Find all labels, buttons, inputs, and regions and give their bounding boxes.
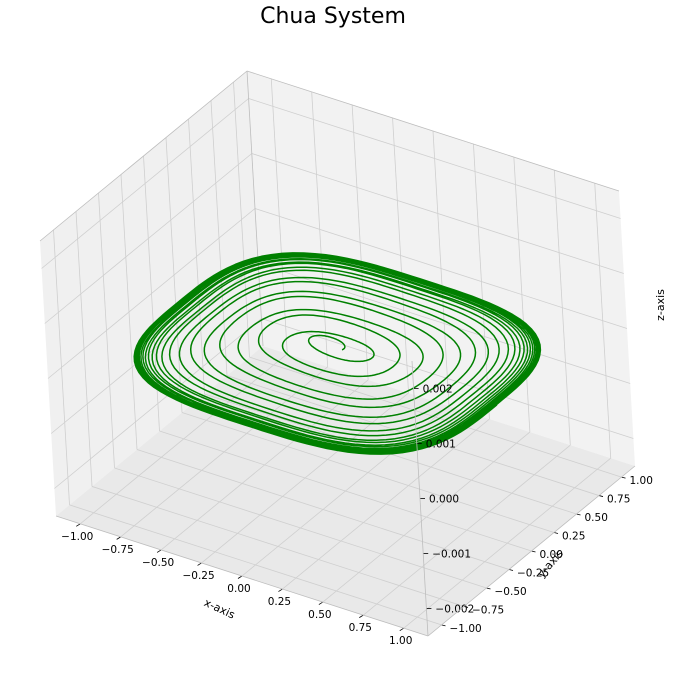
gridline-z-left [44,153,253,324]
x-tick-label: −1.00 [61,531,93,543]
y-tick-label: 1.00 [630,475,653,487]
y-tick [621,476,626,479]
z-axis-label: z-axis [654,289,667,321]
chart-title: Chua System [260,4,406,29]
gridline-y-floor [159,430,532,552]
pane-edge [246,70,264,347]
y-tick [576,513,581,516]
y-tick-label: −0.50 [495,586,527,598]
y-tick-label: −0.75 [472,604,504,616]
y-tick [553,532,559,534]
gridline-z-back [261,318,634,439]
x-tick-label: 0.50 [308,609,331,621]
trajectory-line [133,252,542,455]
z-tick-label: 0.000 [429,494,459,506]
y-tick [508,569,514,571]
gridline-y-floor [69,504,442,626]
y-axis-line [427,465,636,637]
gridline-y-floor [181,412,555,533]
x-tick-label: −0.75 [102,544,134,556]
pane-edge [246,70,620,192]
y-tick [486,587,491,590]
x-tick [116,536,121,540]
y-tick [531,550,536,553]
z-tick-label: −0.001 [432,549,471,561]
gridline-y-floor [249,356,622,478]
x-tick [318,601,324,605]
x-tick [156,549,162,553]
z-tick-label: 0.002 [423,384,453,396]
gridline-y-floor [114,467,487,589]
gridline-z-left [54,318,262,489]
y-tick-label: 0.25 [562,531,585,543]
y-tick [463,606,469,608]
x-tick [359,614,364,618]
x-tick-label: 0.75 [349,622,372,634]
y-tick [598,495,604,497]
x-tick-label: 0.00 [227,583,250,595]
z-tick-label: 0.001 [426,439,456,451]
y-tick-label: 0.50 [585,512,608,524]
x-tick-label: 1.00 [389,635,412,647]
axes-ticks: −1.00−0.75−0.50−0.250.000.250.500.751.00… [55,360,653,647]
x-tick [237,575,243,579]
series-layer [133,252,542,455]
x-axis-line [55,515,429,637]
y-tick-label: 0.00 [540,549,563,561]
x-axis-label: x-axis [202,596,237,622]
x-tick [278,588,283,592]
y-tick-label: −0.25 [517,567,549,579]
gridline-z-back [248,98,621,219]
y-tick [441,624,446,627]
x-tick [76,523,81,527]
gridline-z-back [254,208,628,329]
x-tick-label: −0.50 [142,557,174,569]
x-tick [399,627,404,632]
x-tick [197,562,202,566]
gridline-y-floor [91,486,465,607]
x-tick-label: 0.25 [268,596,291,608]
gridline-y-floor [136,449,510,570]
gridline-z-left [41,98,249,269]
y-tick-label: 0.75 [607,494,630,506]
gridline-y-floor [226,375,600,496]
gridline-z-left [47,208,256,379]
x-tick-label: −0.25 [182,570,214,582]
z-axis-line [411,360,429,637]
y-tick-label: −1.00 [450,623,482,635]
pane-edge [39,70,248,242]
gridline-z-back [251,153,624,274]
